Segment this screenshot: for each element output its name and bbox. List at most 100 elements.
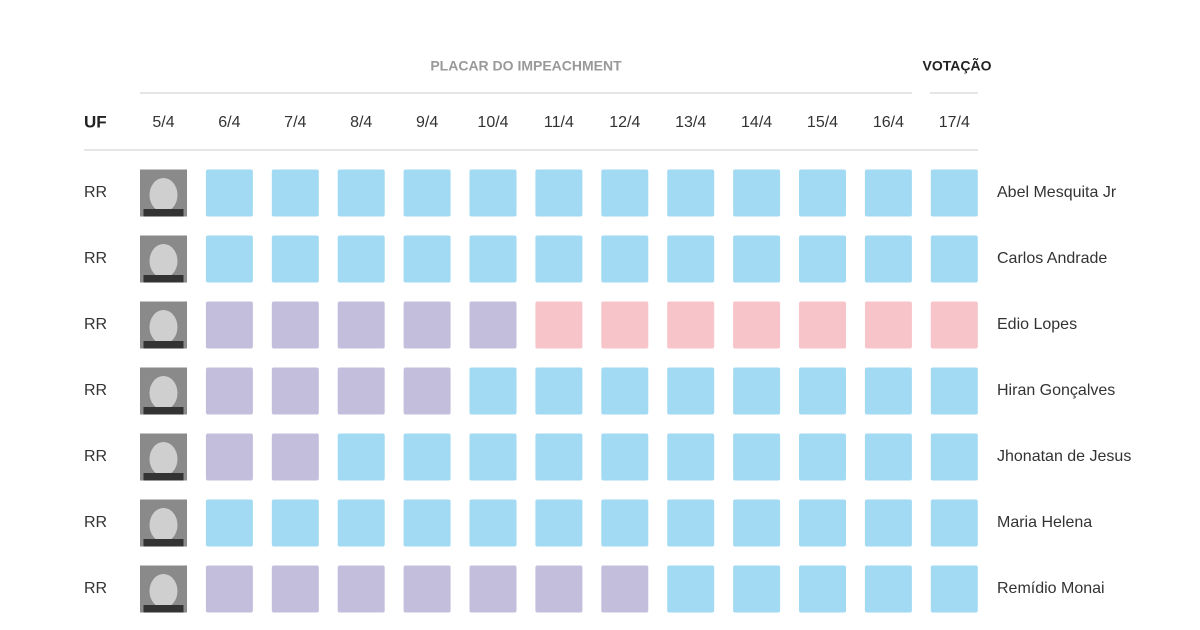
date-label: 7/4 <box>284 114 306 131</box>
uf: RR <box>84 448 107 465</box>
date-label: 12/4 <box>609 114 640 131</box>
vote-cell <box>930 169 978 217</box>
vote-cell <box>799 565 846 613</box>
deputy-name: Maria Helena <box>997 514 1092 531</box>
uf: RR <box>84 382 107 399</box>
vote-cell <box>733 367 781 415</box>
vote-cell <box>271 499 319 547</box>
vote-cell <box>271 367 319 415</box>
vote-cell <box>337 565 385 613</box>
vote-cell <box>535 565 583 613</box>
vote-cell <box>733 499 781 547</box>
vote-cell <box>601 169 649 217</box>
vote-cell <box>205 367 253 415</box>
date-label: 11/4 <box>544 114 574 131</box>
uf: RR <box>84 316 107 333</box>
date-label: 15/4 <box>807 114 838 131</box>
vote-cell <box>535 499 583 547</box>
vote-cell <box>271 301 319 349</box>
deputy-name: Hiran Gonçalves <box>997 382 1115 399</box>
vote-cell <box>733 235 781 283</box>
photo-body <box>143 407 184 415</box>
photo-body <box>143 341 184 349</box>
vote-cell <box>930 301 978 349</box>
vote-cell <box>864 433 912 481</box>
vote-cell <box>667 499 715 547</box>
vote-cell <box>733 301 781 349</box>
vote-cell <box>337 433 385 481</box>
vote-cell <box>799 367 846 415</box>
vote-cell <box>205 499 253 547</box>
vote-cell <box>403 499 451 547</box>
vote-cell <box>337 301 385 349</box>
deputy-name: Abel Mesquita Jr <box>997 184 1117 201</box>
deputy-name: Jhonatan de Jesus <box>997 448 1131 465</box>
photo-body <box>143 209 184 217</box>
group-label: PLACAR DO IMPEACHMENT <box>430 58 622 74</box>
deputy-name: Carlos Andrade <box>997 250 1107 267</box>
date-label: 6/4 <box>218 114 240 131</box>
vote-cell <box>403 433 451 481</box>
date-label: 10/4 <box>477 114 508 131</box>
vote-cell <box>930 499 978 547</box>
vote-cell <box>271 169 319 217</box>
vote-cell <box>205 433 253 481</box>
vote-cell <box>864 565 912 613</box>
vote-cell <box>930 433 978 481</box>
uf-label: UF <box>84 112 107 131</box>
vote-label: VOTAÇÃO <box>923 57 992 74</box>
vote-cell <box>535 433 583 481</box>
vote-cell <box>469 235 517 283</box>
vote-cell <box>667 433 715 481</box>
vote-cell <box>205 301 253 349</box>
vote-cell <box>799 433 846 481</box>
vote-cell <box>667 367 715 415</box>
vote-cell <box>864 169 912 217</box>
vote-cell <box>403 565 451 613</box>
photo <box>140 565 187 613</box>
photo-body <box>143 605 184 613</box>
photo-body <box>143 473 184 481</box>
deputy-name: Edio Lopes <box>997 316 1077 333</box>
vote-cell <box>864 235 912 283</box>
date-label: 13/4 <box>675 114 706 131</box>
vote-cell <box>403 367 451 415</box>
uf: RR <box>84 184 107 201</box>
vote-cell <box>403 235 451 283</box>
vote-cell <box>667 301 715 349</box>
vote-cell <box>601 235 649 283</box>
photo <box>140 301 187 349</box>
vote-cell <box>864 367 912 415</box>
vote-cell <box>601 367 649 415</box>
vote-cell <box>667 169 715 217</box>
vote-cell <box>799 169 846 217</box>
vote-cell <box>535 169 583 217</box>
vote-cell <box>337 235 385 283</box>
vote-cell <box>601 301 649 349</box>
vote-cell <box>733 565 781 613</box>
photo <box>140 499 187 547</box>
photo-face <box>149 508 178 542</box>
vote-cell <box>205 169 253 217</box>
vote-cell <box>733 169 781 217</box>
photo <box>140 235 187 283</box>
uf: RR <box>84 250 107 267</box>
photo <box>140 433 187 481</box>
date-label: 5/4 <box>152 114 174 131</box>
vote-cell <box>864 499 912 547</box>
vote-cell <box>930 565 978 613</box>
vote-cell <box>667 235 715 283</box>
date-label: 14/4 <box>741 114 772 131</box>
vote-cell <box>601 433 649 481</box>
deputy-name: Remídio Monai <box>997 580 1105 597</box>
vote-cell <box>271 433 319 481</box>
photo <box>140 367 187 415</box>
vote-cell <box>469 169 517 217</box>
vote-cell <box>469 367 517 415</box>
vote-cell <box>601 565 649 613</box>
photo-face <box>149 244 178 278</box>
vote-cell <box>469 565 517 613</box>
photo-face <box>149 376 178 410</box>
photo-body <box>143 539 184 547</box>
